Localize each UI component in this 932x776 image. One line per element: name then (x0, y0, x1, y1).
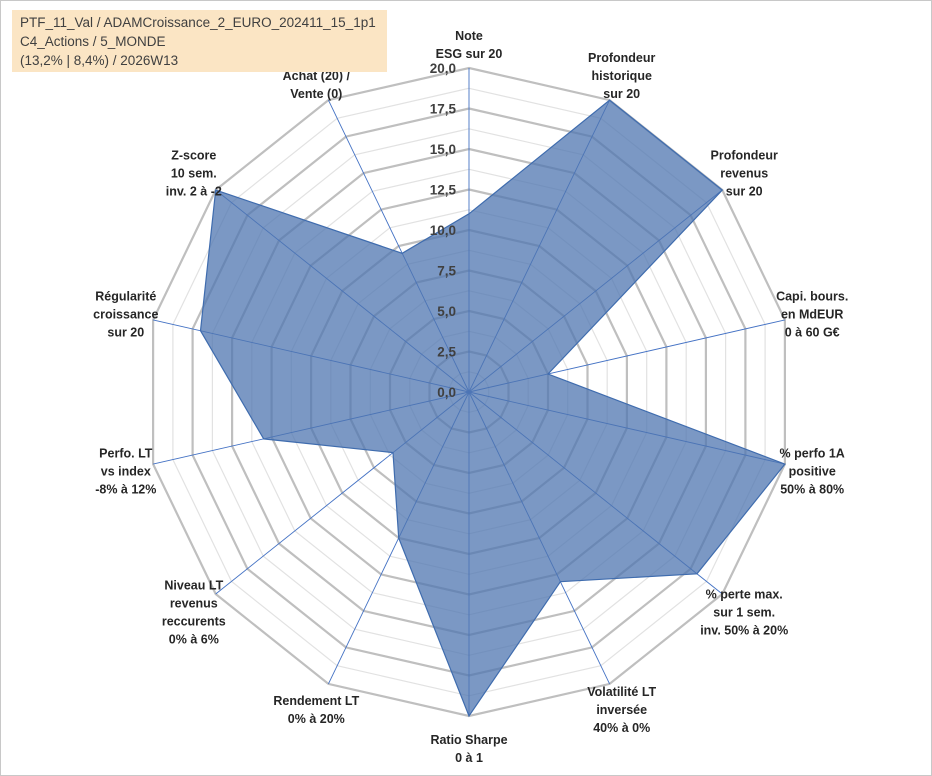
radial-tick-label: 17,5 (430, 102, 457, 117)
axis-label: Régularité croissance sur 20 (93, 290, 158, 340)
axis-label: Profondeur revenus sur 20 (711, 149, 778, 199)
radial-tick-label: 7,5 (437, 264, 456, 279)
axis-label: Capi. bours. en MdEUR 0 à 60 G€ (776, 290, 848, 340)
axis-label: Niveau LT revenus reccurents 0% à 6% (162, 579, 226, 647)
series-area (199, 99, 786, 718)
axis-label: Ratio Sharpe 0 à 1 (430, 733, 507, 765)
portfolio-name: PTF_11_Val / ADAMCroissance_2_EURO_20241… (20, 15, 376, 30)
axis-label: Volatilité LT inversée 40% à 0% (587, 685, 656, 735)
radial-tick-label: 15,0 (430, 142, 456, 157)
portfolio-info-box: PTF_11_Val / ADAMCroissance_2_EURO_20241… (12, 10, 387, 72)
axis-label: % perfo 1A positive 50% à 80% (780, 446, 845, 496)
radial-tick-label: 12,5 (430, 183, 457, 198)
axis-label: Profondeur historique sur 20 (588, 51, 655, 101)
radial-tick-label: 5,0 (437, 304, 456, 319)
axis-label: Z-score 10 sem. inv. 2 à -2 (166, 149, 222, 199)
axis-label: Rendement LT 0% à 20% (273, 694, 359, 726)
axis-label: Perfo. LT vs index -8% à 12% (95, 446, 156, 496)
axis-label: Note ESG sur 20 (436, 29, 503, 61)
portfolio-category: C4_Actions / 5_MONDE (20, 34, 166, 49)
portfolio-stats: (13,2% | 8,4%) / 2026W13 (20, 53, 179, 68)
radial-tick-label: 10,0 (430, 223, 456, 238)
radial-tick-label: 20,0 (430, 61, 456, 76)
radial-tick-label: 2,5 (437, 345, 456, 360)
axis-label: % perte max. sur 1 sem. inv. 50% à 20% (700, 588, 788, 638)
radial-tick-label: 0,0 (437, 385, 456, 400)
